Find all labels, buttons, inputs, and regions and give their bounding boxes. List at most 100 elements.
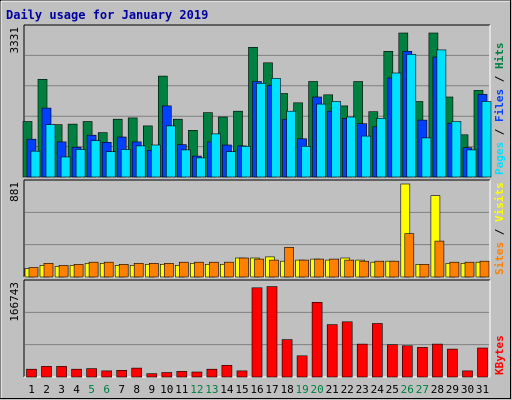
panel-kbytes: 166743 KBytes — [8, 279, 506, 378]
series-kbytes — [26, 286, 488, 378]
x-tick-label: 21 — [326, 383, 339, 396]
x-tick-label: 6 — [103, 383, 110, 396]
series-sites — [28, 233, 490, 278]
bar-sites-day-22 — [344, 259, 355, 278]
bar-sites-day-4 — [73, 263, 84, 278]
x-tick-label: 8 — [133, 383, 140, 396]
bar-pages-day-3 — [60, 156, 71, 178]
chart-panels: 3331 Pages / Files / Hits 881 Sites / Visit… — [8, 24, 506, 378]
legend-hits_files_pages: Pages / Files / Hits — [493, 43, 506, 176]
x-tick-label: 19 — [295, 383, 308, 396]
bar-kbytes-day-28 — [432, 343, 443, 378]
bar-sites-day-23 — [359, 260, 370, 278]
bar-sites-day-7 — [118, 263, 129, 278]
bar-pages-day-24 — [376, 118, 387, 178]
x-tick-label: 4 — [73, 383, 80, 396]
bar-pages-day-23 — [361, 135, 372, 178]
bar-kbytes-day-16 — [251, 287, 263, 378]
bar-kbytes-day-18 — [281, 339, 293, 378]
bar-kbytes-day-10 — [161, 372, 173, 378]
bar-kbytes-day-2 — [41, 366, 52, 378]
x-tick-label: 28 — [431, 383, 444, 396]
x-tick-label: 13 — [205, 383, 218, 396]
bar-kbytes-day-13 — [206, 368, 218, 378]
bar-sites-day-12 — [194, 261, 204, 278]
x-tick-label: 30 — [461, 383, 474, 396]
bar-pages-day-28 — [436, 49, 447, 178]
bar-sites-day-21 — [329, 258, 340, 278]
x-tick-label: 17 — [265, 383, 278, 396]
x-tick-label: 24 — [371, 383, 385, 396]
bar-pages-day-15 — [241, 146, 251, 178]
bar-pages-day-11 — [181, 149, 191, 178]
x-tick-label: 18 — [280, 383, 293, 396]
legend-entry: KBytes — [493, 335, 506, 375]
bar-kbytes-day-30 — [462, 370, 473, 378]
bar-pages-day-18 — [286, 110, 296, 178]
bar-pages-day-6 — [105, 151, 116, 178]
bar-pages-day-22 — [346, 116, 357, 178]
x-tick-label: 3 — [58, 383, 65, 396]
bar-pages-day-27 — [421, 137, 432, 178]
bar-sites-day-26 — [404, 233, 415, 278]
bar-sites-day-20 — [314, 258, 324, 278]
bar-pages-day-1 — [30, 150, 41, 178]
legend-entry: Sites — [493, 242, 506, 275]
bar-sites-day-5 — [88, 261, 99, 278]
legend-text: Pages / Files / Hits — [493, 43, 506, 176]
bar-pages-day-5 — [90, 140, 101, 178]
legend-visits_sites: Sites / Visits — [493, 182, 506, 275]
x-axis-day-labels: 1 2 3 4 5 6 7 8 9 10 11 12 13 14 15 16 17 18 19 20 21 22 23 24 2… — [28, 383, 489, 396]
bar-kbytes-day-29 — [447, 348, 458, 378]
bar-pages-day-4 — [75, 149, 86, 178]
bar-kbytes-day-25 — [386, 344, 398, 378]
bar-kbytes-day-31 — [477, 347, 488, 378]
legend-text: KBytes — [493, 335, 506, 375]
x-tick-label: 20 — [310, 383, 323, 396]
x-tick-label: 26 — [401, 383, 414, 396]
bar-sites-day-28 — [434, 240, 445, 278]
bar-kbytes-day-26 — [401, 345, 413, 378]
x-tick-label: 5 — [88, 383, 95, 396]
x-tick-label: 31 — [476, 383, 489, 396]
bar-sites-day-15 — [239, 257, 249, 278]
bar-pages-day-9 — [151, 144, 161, 178]
legend-entry: / — [493, 75, 506, 89]
bar-pages-day-12 — [196, 157, 206, 178]
bar-pages-day-14 — [226, 151, 236, 178]
x-tick-label: 12 — [190, 383, 203, 396]
x-tick-label: 27 — [416, 383, 429, 396]
y-max-label: 3331 — [8, 27, 21, 54]
bar-pages-day-7 — [120, 149, 131, 178]
bar-sites-day-10 — [164, 262, 174, 278]
x-tick-label: 16 — [250, 383, 263, 396]
x-tick-label: 11 — [175, 383, 188, 396]
x-tick-label: 10 — [160, 383, 173, 396]
bar-sites-day-29 — [449, 261, 460, 278]
bar-kbytes-day-24 — [371, 323, 383, 378]
bar-pages-day-17 — [271, 78, 281, 178]
legend-entry: Visits — [493, 182, 506, 228]
bar-pages-day-21 — [331, 101, 342, 178]
legend-text: Sites / Visits — [493, 182, 506, 275]
panel-hits_files_pages: 3331 Pages / Files / Hits — [8, 24, 506, 178]
x-tick-label: 2 — [43, 383, 50, 396]
bar-sites-day-9 — [149, 262, 159, 278]
bar-kbytes-day-11 — [176, 371, 188, 378]
bar-kbytes-day-7 — [116, 369, 127, 378]
bar-kbytes-day-3 — [56, 366, 67, 378]
bar-sites-day-14 — [224, 261, 234, 278]
bar-kbytes-day-6 — [101, 370, 112, 378]
x-tick-label: 15 — [235, 383, 248, 396]
x-tick-label: 22 — [341, 383, 354, 396]
bar-sites-day-16 — [254, 258, 264, 278]
bar-kbytes-day-20 — [311, 301, 323, 378]
x-tick-label: 23 — [356, 383, 369, 396]
x-tick-label: 7 — [118, 383, 125, 396]
bar-sites-day-3 — [58, 265, 69, 278]
bar-kbytes-day-8 — [131, 367, 142, 378]
series-pages — [30, 49, 492, 178]
bar-kbytes-day-23 — [356, 343, 368, 378]
